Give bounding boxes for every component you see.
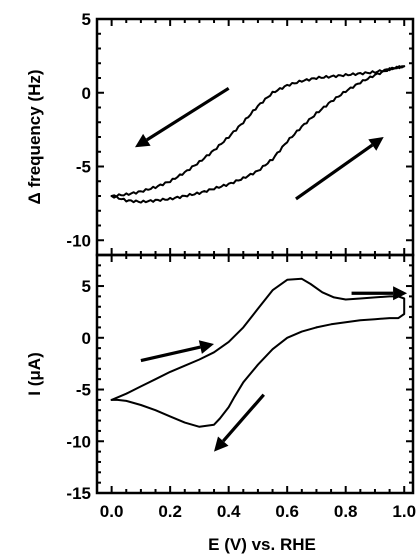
y-tick-label: -10 bbox=[66, 432, 91, 451]
x-tick-labels: 0.0 0.2 0.4 0.6 0.8 1.0 bbox=[100, 502, 416, 521]
arrow-head bbox=[214, 436, 229, 452]
bottom-y-tick-labels: 5 0 -5 -10 -15 bbox=[66, 277, 91, 503]
top-y-axis-label: Δ frequency (Hz) bbox=[25, 69, 44, 204]
curve-anodic bbox=[110, 65, 406, 204]
x-tick-label: 0.0 bbox=[100, 502, 124, 521]
bottom-y-axis-label: I (μA) bbox=[25, 352, 44, 395]
arrow-shaft bbox=[146, 86, 230, 142]
top-panel-ticks bbox=[97, 18, 413, 256]
curve-reversal bbox=[315, 295, 406, 329]
scan-direction-arrow bbox=[295, 137, 384, 201]
arrow-shaft bbox=[140, 345, 201, 363]
scan-direction-arrow bbox=[140, 340, 214, 363]
top-frequency-curves bbox=[110, 65, 406, 204]
top-scan-arrows bbox=[135, 86, 384, 201]
arrow-head bbox=[135, 133, 151, 148]
y-tick-label: -10 bbox=[66, 231, 91, 250]
x-tick-label: 0.8 bbox=[334, 502, 358, 521]
bottom-panel-ticks bbox=[97, 254, 413, 494]
bottom-scan-arrows bbox=[140, 286, 408, 452]
scan-direction-arrow bbox=[351, 286, 408, 301]
y-tick-label: 5 bbox=[82, 277, 91, 296]
x-tick-label: 0.4 bbox=[217, 502, 241, 521]
arrow-head bbox=[198, 340, 214, 354]
y-tick-label: -5 bbox=[76, 381, 91, 400]
curve-cathodic bbox=[110, 65, 406, 198]
top-y-tick-labels: 5 0 -5 -10 bbox=[66, 10, 91, 250]
scan-direction-arrow bbox=[135, 86, 230, 148]
y-tick-label: -15 bbox=[66, 484, 91, 503]
arrow-shaft bbox=[222, 393, 265, 443]
x-tick-label: 0.2 bbox=[158, 502, 182, 521]
y-tick-label: -5 bbox=[76, 158, 91, 177]
y-tick-label: 5 bbox=[82, 10, 91, 29]
arrow-shaft bbox=[295, 143, 374, 201]
curve-cathodic bbox=[110, 326, 318, 428]
top-panel: 5 0 -5 -10 Δ frequency (Hz) bbox=[25, 10, 415, 257]
arrow-head bbox=[368, 137, 384, 151]
x-tick-label: 0.6 bbox=[275, 502, 299, 521]
bottom-current-curves bbox=[110, 277, 406, 428]
x-tick-label: 1.0 bbox=[392, 502, 416, 521]
curve-anodic bbox=[110, 277, 347, 401]
scan-direction-arrow bbox=[214, 393, 265, 452]
bottom-panel-frame bbox=[95, 253, 415, 495]
y-tick-label: 0 bbox=[82, 329, 91, 348]
bottom-panel: 5 0 -5 -10 -15 0.0 0.2 0.4 0.6 0.8 1.0 I (μA) E (… bbox=[25, 253, 416, 554]
x-axis-label: E (V) vs. RHE bbox=[208, 535, 316, 554]
arrow-head bbox=[393, 286, 408, 301]
y-tick-label: 0 bbox=[82, 84, 91, 103]
